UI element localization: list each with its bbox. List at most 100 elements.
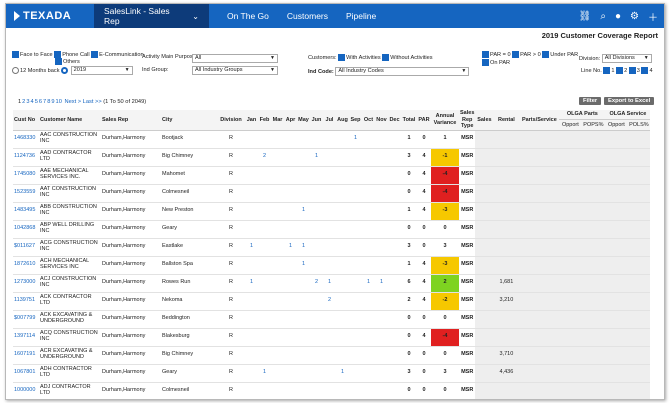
col-header[interactable]: Nov xyxy=(375,110,388,131)
col-header[interactable]: Sep xyxy=(349,110,362,131)
col-header[interactable]: Parts/Service xyxy=(519,110,560,131)
gear-icon[interactable]: ⚙ xyxy=(630,10,639,22)
checkbox-others[interactable] xyxy=(55,58,62,65)
checkbox-with-activities[interactable] xyxy=(338,54,346,61)
col-header[interactable]: Rental xyxy=(493,110,520,131)
col-header[interactable]: Oct xyxy=(362,110,375,131)
page-link-8[interactable]: 8 xyxy=(47,99,51,105)
col-header[interactable]: Jan xyxy=(245,110,258,131)
col-header[interactable]: Aug xyxy=(336,110,349,131)
app-selector[interactable]: SalesLink - Sales Rep ⌄ xyxy=(94,4,209,28)
page-link-7[interactable]: 7 xyxy=(43,99,47,105)
table-row[interactable]: 1273000 ACJ CONSTRUCTION INC Durham,Harmon… xyxy=(13,274,651,293)
cust-no-link[interactable]: 1067801 xyxy=(13,364,39,383)
col-header[interactable]: Jul xyxy=(323,110,336,131)
col-header[interactable]: City xyxy=(161,110,217,131)
cust-no-link[interactable]: 1523559 xyxy=(13,184,39,203)
checkbox-without-activities[interactable] xyxy=(382,54,390,61)
month-cell[interactable]: 2 xyxy=(310,274,323,293)
checkbox-under-par[interactable] xyxy=(542,51,550,58)
cust-no-link[interactable]: $011627 xyxy=(13,238,39,257)
cust-no-link[interactable]: 1273000 xyxy=(13,274,39,293)
table-row[interactable]: 1067801 ADH CONTRACTOR LTD Durham,Harmony G… xyxy=(13,364,651,383)
col-header[interactable]: Annual Variance xyxy=(431,110,459,131)
user-icon[interactable]: ● xyxy=(614,10,622,22)
month-cell[interactable]: 1 xyxy=(349,130,362,149)
col-header[interactable]: Jun xyxy=(310,110,323,131)
year-select[interactable]: 2019 ▼ xyxy=(70,66,133,75)
month-cell[interactable]: 1 xyxy=(245,238,258,257)
table-row[interactable]: 1000000 ADJ CONTRACTOR LTD Durham,Harmony C… xyxy=(13,382,651,399)
page-link-4[interactable]: 4 xyxy=(30,99,34,105)
page-link-10[interactable]: 10 xyxy=(55,99,62,105)
table-row[interactable]: 1397114 ACQ CONSTRUCTION INC Durham,Harmon… xyxy=(13,328,651,347)
division-select[interactable]: All Divisions ▼ xyxy=(601,54,652,63)
last-page-link[interactable]: Last >> xyxy=(82,99,102,105)
col-header[interactable]: Customer Name xyxy=(39,110,101,131)
month-cell[interactable]: 1 xyxy=(284,238,297,257)
search-icon[interactable]: ⌕ xyxy=(600,10,606,22)
cust-no-link[interactable]: 1139751 xyxy=(13,292,39,311)
month-cell[interactable]: 1 xyxy=(362,274,375,293)
nav-on-the-go[interactable]: On The Go xyxy=(227,11,269,21)
ind-group-select[interactable]: All Industry Groups ▼ xyxy=(192,66,278,75)
cust-no-link[interactable]: 1042868 xyxy=(13,220,39,239)
table-row[interactable]: 1872610 ACH MECHANICAL SERVICES INC Durham… xyxy=(13,256,651,275)
add-icon[interactable]: ＋ xyxy=(648,12,658,24)
checkbox-e-communication[interactable] xyxy=(91,51,99,58)
month-cell[interactable]: 1 xyxy=(310,148,323,167)
month-cell[interactable]: 1 xyxy=(297,256,310,275)
checkbox-line-2[interactable] xyxy=(616,67,624,74)
month-cell[interactable]: 1 xyxy=(297,202,310,221)
nav-customers[interactable]: Customers xyxy=(286,11,328,21)
export-excel-button[interactable]: Export to Excel xyxy=(604,97,655,105)
col-header[interactable]: Sales Rep Type xyxy=(459,110,476,131)
table-row[interactable]: 1745080 AAE MECHANICAL SERVICES INC. Durha… xyxy=(13,166,651,185)
checkbox-phone-call[interactable] xyxy=(54,51,62,58)
next-page-link[interactable]: Next > xyxy=(64,99,82,105)
table-row[interactable]: 1523559 AAT CONSTRUCTION INC Durham,Harmon… xyxy=(13,184,651,203)
brand-logo[interactable]: TEXADA xyxy=(6,10,94,22)
ind-code-select[interactable]: All Industry Codes ▼ xyxy=(335,67,470,76)
col-header[interactable]: Mar xyxy=(271,110,284,131)
checkbox-on-par[interactable] xyxy=(482,59,489,66)
cust-no-link[interactable]: 1607191 xyxy=(13,346,39,365)
link-icon[interactable]: ⛓ xyxy=(578,10,592,22)
cust-no-link[interactable]: 1872610 xyxy=(13,256,39,275)
table-row[interactable]: 1607191 ACR EXCAVATING & UNDERGROUND Durha… xyxy=(13,346,651,365)
month-cell[interactable]: 1 xyxy=(336,364,349,383)
col-header[interactable]: Sales xyxy=(475,110,494,131)
table-row[interactable]: 1042868 ABP WELL DRILLING INC Durham,Harmo… xyxy=(13,220,651,239)
nav-pipeline[interactable]: Pipeline xyxy=(346,11,377,21)
page-link-9[interactable]: 9 xyxy=(51,99,55,105)
page-link-3[interactable]: 3 xyxy=(26,99,30,105)
table-row[interactable]: 1483495 ABB CONSTRUCTION INC Durham,Harmon… xyxy=(13,202,651,221)
checkbox-par-zero[interactable] xyxy=(482,51,489,58)
table-row[interactable]: 1468330 AAC CONSTRUCTION INC Durham,Harmon… xyxy=(13,130,651,149)
col-header[interactable]: Sales Rep xyxy=(101,110,161,131)
cust-no-link[interactable]: 1000000 xyxy=(13,382,39,399)
col-header[interactable]: Cust No xyxy=(13,110,39,131)
checkbox-line-1[interactable] xyxy=(603,67,611,74)
col-header[interactable]: May xyxy=(297,110,310,131)
cust-no-link[interactable]: 1397114 xyxy=(13,328,39,347)
radio-year[interactable] xyxy=(61,67,69,74)
page-link-5[interactable]: 5 xyxy=(34,99,38,105)
col-header[interactable]: Division xyxy=(217,110,245,131)
month-cell[interactable]: 2 xyxy=(323,292,336,311)
checkbox-par-gt-zero[interactable] xyxy=(512,51,520,58)
cust-no-link[interactable]: $007799 xyxy=(13,310,39,329)
month-cell[interactable]: 1 xyxy=(375,274,388,293)
page-link-6[interactable]: 6 xyxy=(38,99,43,105)
col-header[interactable]: Apr xyxy=(284,110,297,131)
page-link-1[interactable]: 1 xyxy=(18,99,22,105)
cust-no-link[interactable]: 1468330 xyxy=(13,130,39,149)
month-cell[interactable]: 1 xyxy=(245,274,258,293)
col-header[interactable]: Feb xyxy=(258,110,271,131)
cust-no-link[interactable]: 1124736 xyxy=(13,148,39,167)
table-row[interactable]: 1124736 AAD CONTRACTOR LTD Durham,Harmony B… xyxy=(13,148,651,167)
checkbox-line-3[interactable] xyxy=(628,67,636,74)
page-link-2[interactable]: 2 xyxy=(22,99,26,105)
month-cell[interactable]: 1 xyxy=(258,364,271,383)
month-cell[interactable]: 1 xyxy=(323,274,336,293)
